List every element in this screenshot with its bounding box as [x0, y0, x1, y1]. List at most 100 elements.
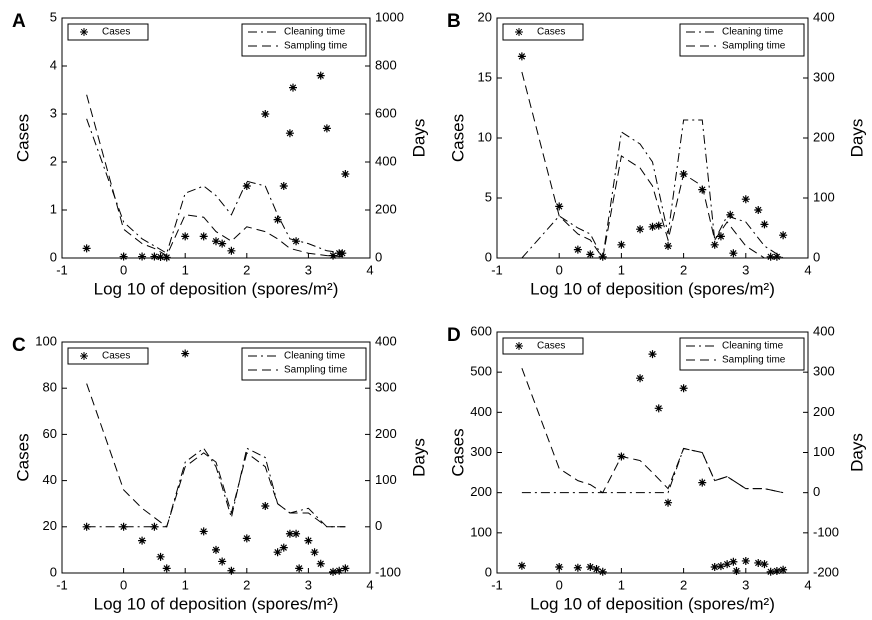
x-tick-label: 0 — [556, 262, 563, 277]
legend-marker — [515, 342, 523, 350]
case-marker — [726, 210, 735, 219]
time-line — [521, 119, 784, 260]
y-tick-label: 1 — [50, 201, 57, 216]
case-marker — [741, 195, 750, 204]
time-line — [86, 94, 346, 258]
legend-box — [241, 23, 367, 57]
case-marker — [772, 252, 781, 261]
plot-frame — [61, 17, 371, 259]
case-marker — [285, 129, 294, 138]
x-tick-label: 3 — [305, 262, 312, 277]
legend-marker — [80, 352, 88, 360]
legend-label: Cleaning time — [722, 341, 784, 352]
y-tick-label: 5 — [50, 9, 57, 24]
x-tick-label: 0 — [120, 577, 127, 592]
case-marker — [212, 237, 220, 246]
y2-tick-label: 600 — [375, 105, 397, 120]
case-marker — [119, 252, 128, 261]
case-marker — [162, 253, 171, 262]
legend-label: Cleaning time — [284, 351, 346, 362]
case-marker — [227, 566, 236, 575]
case-marker — [261, 110, 270, 118]
case-marker — [741, 556, 750, 565]
case-marker — [654, 404, 663, 413]
y2-tick-label: 0 — [375, 249, 382, 264]
y-tick-label: 400 — [470, 404, 492, 419]
case-marker — [329, 567, 338, 576]
case-marker — [679, 384, 688, 393]
y2-axis-label: Days — [847, 119, 866, 158]
y2-tick-label: -100 — [375, 564, 401, 579]
case-marker — [279, 182, 288, 190]
case-marker — [573, 245, 582, 254]
case-marker — [716, 562, 725, 571]
legend-box — [241, 347, 367, 381]
x-tick-label: -1 — [491, 262, 503, 277]
case-marker — [316, 559, 325, 568]
case-marker — [586, 250, 595, 259]
y2-tick-label: 200 — [375, 201, 397, 216]
legend-marker — [515, 28, 523, 36]
x-tick-label: 4 — [366, 262, 373, 277]
y2-tick-label: 300 — [813, 364, 835, 379]
x-tick-label: 2 — [243, 577, 250, 592]
x-axis-label: Log 10 of deposition (spores/m²) — [94, 279, 339, 298]
case-marker — [555, 202, 564, 211]
legend-label: Cases — [102, 351, 130, 362]
x-tick-label: 2 — [680, 577, 687, 592]
case-marker — [573, 563, 582, 572]
y2-tick-label: 400 — [813, 9, 835, 24]
case-marker — [760, 560, 769, 569]
legend-box — [67, 23, 149, 41]
case-marker — [316, 71, 325, 80]
y-tick-label: 0 — [50, 564, 57, 579]
case-marker — [729, 249, 738, 258]
panel-letter: D — [447, 325, 461, 346]
legend-label: Cases — [102, 27, 130, 38]
y-tick-label: 100 — [35, 333, 57, 348]
case-marker — [242, 182, 251, 190]
y2-tick-label: 0 — [813, 249, 820, 264]
legend-label: Sampling time — [284, 41, 348, 52]
x-tick-label: 3 — [742, 577, 749, 592]
case-marker — [242, 534, 251, 543]
case-marker — [162, 564, 171, 573]
x-tick-label: 3 — [305, 577, 312, 592]
y-tick-label: 200 — [470, 484, 492, 499]
case-marker — [664, 498, 673, 507]
time-line — [521, 447, 784, 494]
case-marker — [261, 502, 270, 511]
legend-label: Cases — [537, 27, 565, 38]
case-marker — [156, 253, 165, 262]
y2-tick-label: -200 — [813, 564, 839, 579]
y-tick-label: 60 — [43, 426, 57, 441]
x-tick-label: -1 — [491, 577, 503, 592]
case-marker — [754, 558, 763, 567]
y-tick-label: 0 — [485, 564, 492, 579]
case-marker — [150, 522, 159, 531]
case-marker — [273, 548, 282, 557]
case-marker — [335, 566, 344, 575]
legend-label: Sampling time — [722, 41, 786, 52]
case-marker — [710, 240, 719, 249]
case-marker — [664, 242, 673, 250]
x-tick-label: 4 — [804, 577, 811, 592]
y2-tick-label: 0 — [813, 484, 820, 499]
case-marker — [218, 557, 227, 566]
legend-label: Cases — [537, 341, 565, 352]
x-tick-label: 1 — [182, 577, 189, 592]
time-line — [86, 447, 346, 528]
legend-label: Sampling time — [284, 365, 348, 376]
y2-tick-label: 100 — [813, 444, 835, 459]
legend-box — [679, 23, 805, 57]
case-marker — [654, 221, 663, 230]
case-marker — [779, 565, 788, 574]
x-tick-label: 1 — [618, 262, 625, 277]
y2-tick-label: -100 — [813, 524, 839, 539]
y2-tick-label: 200 — [813, 129, 835, 144]
case-marker — [138, 536, 147, 545]
legend-marker — [80, 28, 88, 36]
case-marker — [150, 252, 159, 261]
case-marker — [555, 562, 564, 571]
y-tick-label: 40 — [43, 472, 57, 487]
